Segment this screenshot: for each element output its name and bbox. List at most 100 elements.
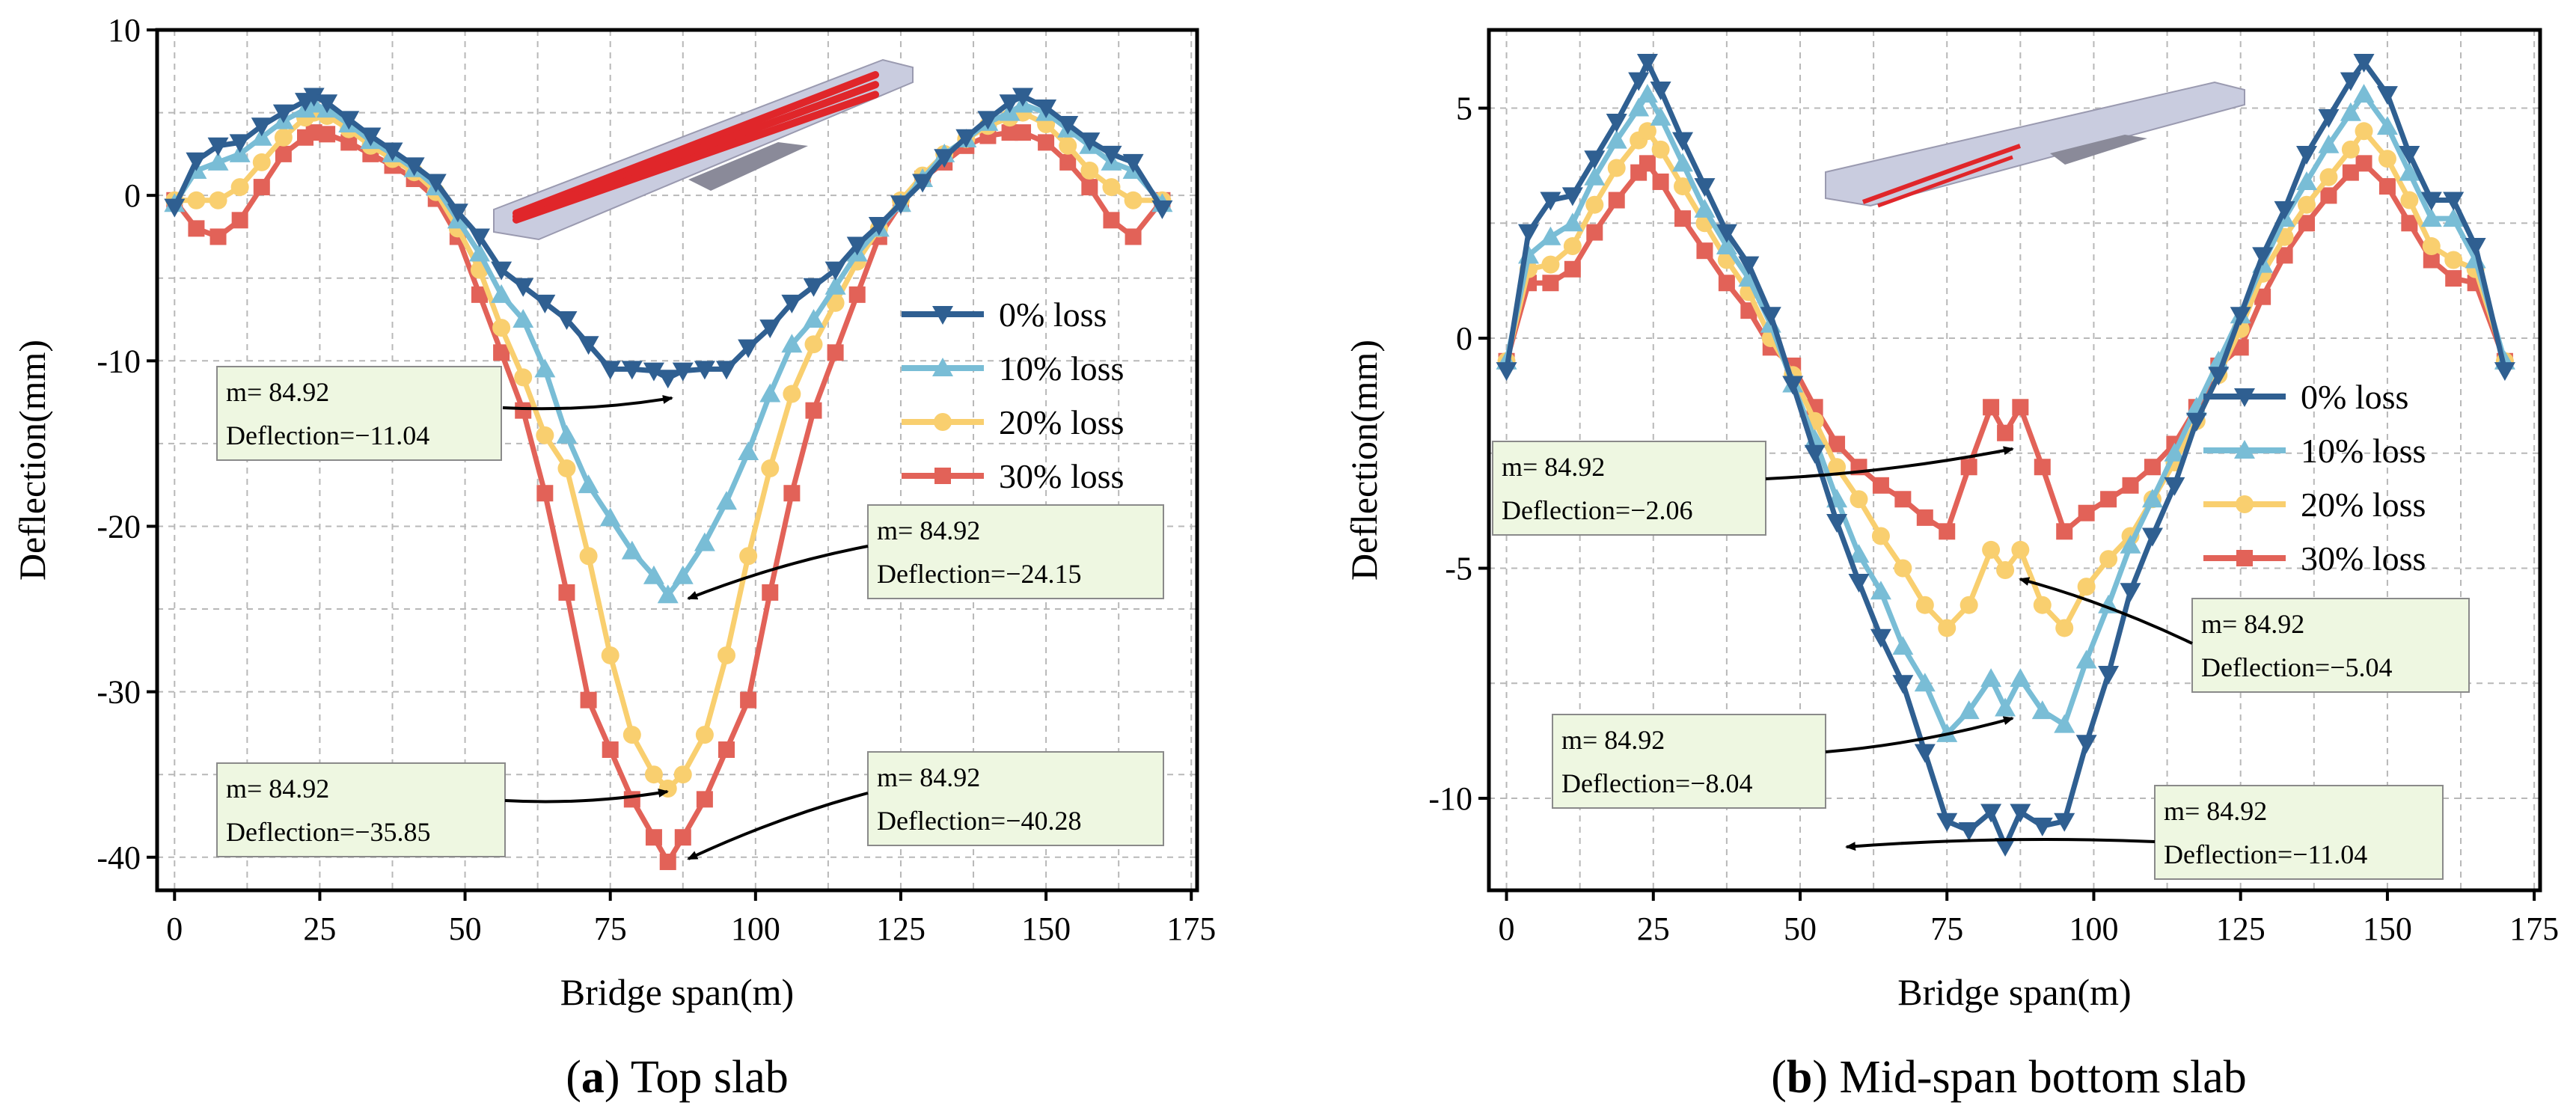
data-point [2122, 477, 2139, 494]
data-point [2355, 122, 2373, 141]
legend-item-loss20: 20% loss [902, 403, 1124, 441]
data-point [253, 179, 270, 196]
data-point [2100, 491, 2117, 508]
data-point [738, 441, 759, 460]
data-point [783, 485, 801, 502]
data-point [1124, 191, 1142, 209]
data-point [2141, 527, 2163, 547]
data-point [694, 532, 715, 551]
legend-item-loss0: 0% loss [2203, 378, 2408, 416]
data-point [2318, 108, 2340, 128]
data-point [209, 191, 227, 209]
data-point [1561, 187, 1583, 206]
data-point [1997, 424, 2014, 441]
x-tick-label: 75 [1930, 911, 1963, 947]
data-point [1079, 132, 1101, 152]
data-point [1716, 236, 1737, 255]
data-point [1894, 559, 1912, 578]
tendon-line-0 [513, 71, 879, 217]
data-point [2353, 84, 2375, 103]
data-point [1607, 159, 1626, 177]
data-point [2378, 178, 2396, 195]
data-point [492, 319, 511, 337]
data-point [1995, 837, 2016, 857]
data-point [1057, 116, 1079, 135]
data-point [2099, 550, 2118, 569]
data-point [781, 334, 803, 353]
data-point [2341, 140, 2360, 159]
data-point [1871, 527, 1890, 545]
data-point [672, 362, 694, 382]
tendon-line-1 [513, 81, 879, 221]
data-point [1650, 81, 1671, 100]
annotation-frame [867, 751, 1164, 846]
data-point [824, 275, 846, 295]
data-point [207, 151, 229, 171]
data-point [601, 646, 619, 664]
data-point [1012, 88, 1034, 107]
data-point [932, 306, 953, 325]
annotation-box: m= 84.92 Deflection=−24.15 [687, 504, 1164, 600]
data-point [599, 507, 621, 527]
data-point [2011, 540, 2030, 559]
x-tick-label: 0 [1499, 911, 1515, 947]
data-point [1059, 153, 1077, 171]
data-point [955, 129, 977, 148]
annotation-box: m= 84.92 Deflection=−35.85 [216, 762, 669, 857]
data-point [1584, 150, 1606, 170]
bridge-pier-shape [2050, 135, 2147, 165]
legend-item-loss0: 0% loss [902, 296, 1107, 334]
data-point [579, 547, 598, 566]
data-point [2319, 168, 2338, 186]
data-point [164, 198, 186, 218]
data-point [1983, 399, 2000, 416]
data-point [1628, 72, 1650, 91]
data-point [804, 335, 823, 354]
data-point [272, 104, 294, 123]
data-point [1081, 179, 1098, 196]
data-point [658, 779, 677, 798]
x-tick-label: 125 [876, 911, 926, 947]
data-point [2010, 668, 2031, 688]
data-point [2034, 459, 2051, 476]
data-point [694, 361, 715, 380]
data-point [2075, 735, 2097, 754]
data-point [536, 485, 554, 502]
data-point [622, 726, 641, 744]
data-point [2230, 307, 2251, 326]
legend-item-loss30: 30% loss [902, 457, 1124, 495]
y-tick-label: 0 [1456, 320, 1472, 357]
data-point [2353, 54, 2375, 73]
data-point [2443, 192, 2465, 211]
data-point [1892, 675, 1914, 694]
data-point [1782, 376, 1804, 395]
data-point [1960, 459, 1977, 476]
data-point [556, 424, 578, 444]
data-point [621, 540, 643, 560]
bridge-thumbnail-icon [493, 58, 914, 241]
annotation-arrow [1845, 838, 2156, 851]
chart-panel-a: 0 25 50 75 100 125 150 175 -40 -30 -20 -10 0 10 Bridge… [11, 12, 1216, 1103]
annotation-arrow [1765, 446, 2014, 480]
y-tick-label: -5 [1445, 551, 1472, 587]
annotation-arrow [687, 792, 869, 860]
annotation-frame [2191, 598, 2470, 693]
x-tick-label: 150 [1021, 911, 1071, 947]
x-tick-label: 25 [1637, 911, 1670, 947]
x-tick-label: 75 [594, 911, 627, 947]
data-point [1738, 256, 1760, 275]
data-point [762, 584, 779, 601]
data-point [1540, 192, 1561, 211]
x-axis-label: Bridge span(m) [560, 971, 794, 1013]
data-point [868, 216, 890, 236]
legend-item-loss10: 10% loss [2203, 432, 2426, 470]
annotation-line-2: Deflection=−8.04 [1561, 768, 1753, 798]
data-point [513, 278, 534, 297]
data-point [2010, 804, 2031, 823]
data-point [2054, 813, 2075, 832]
data-point [425, 174, 447, 193]
data-point [783, 385, 801, 403]
data-point [2055, 619, 2074, 637]
legend-item-loss20: 20% loss [2203, 486, 2426, 524]
annotation-line-1: m= 84.92 [877, 515, 980, 545]
